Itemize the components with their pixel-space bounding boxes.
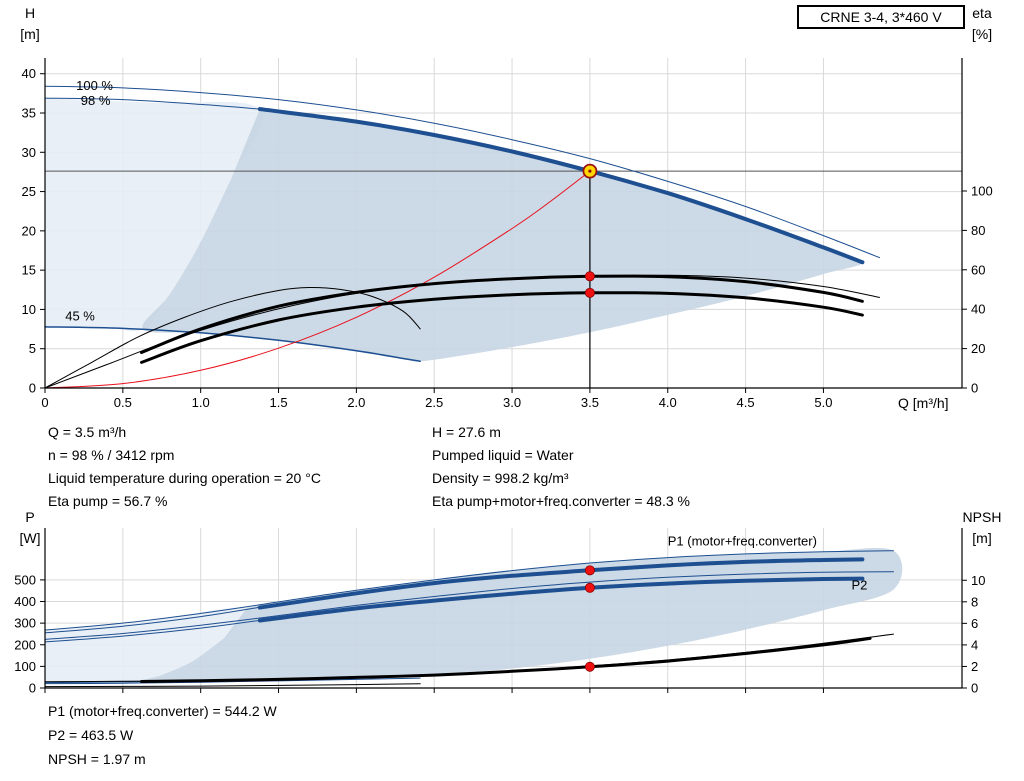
- y-left-tick-label: 300: [14, 616, 36, 631]
- pump-title-box: CRNE 3-4, 3*460 V: [797, 5, 965, 29]
- y-left-tick-label: 40: [22, 66, 36, 81]
- info-speed: n = 98 % / 3412 rpm: [48, 447, 175, 463]
- y-right-tick-label: 0: [971, 681, 978, 696]
- x-tick-label: 2.5: [425, 395, 443, 410]
- x-tick-label: 2.0: [347, 395, 365, 410]
- info-temperature: Liquid temperature during operation = 20…: [48, 470, 321, 486]
- info-p1: P1 (motor+freq.converter) = 544.2 W: [48, 703, 277, 719]
- y-left-tick-label: 20: [22, 223, 36, 238]
- y-right-tick-label: 4: [971, 637, 978, 652]
- p1-point: [584, 565, 595, 576]
- info-q: Q = 3.5 m³/h: [48, 424, 127, 440]
- y-left-tick-label: 0: [29, 681, 36, 696]
- y-right-tick-label: 10: [971, 573, 985, 588]
- y-left-tick-label: 35: [22, 106, 36, 121]
- head-98pct-thin-curve: [44, 97, 261, 110]
- y-right-axis-unit-top: [%]: [971, 26, 993, 42]
- info-density: Density = 998.2 kg/m³: [432, 470, 569, 486]
- info-eta-pump: Eta pump = 56.7 %: [48, 493, 168, 509]
- y-left-tick-label: 500: [14, 572, 36, 587]
- y-left-tick-label: 30: [22, 145, 36, 160]
- y-right-tick-label: 0: [971, 381, 978, 396]
- x-tick-label: 4.5: [737, 395, 755, 410]
- curve-label: 45 %: [65, 308, 95, 323]
- npsh-45pct-curve: [44, 683, 421, 688]
- y-left-tick-label: 25: [22, 184, 36, 199]
- y-right-tick-label: 6: [971, 616, 978, 631]
- head-100pct-curve: [44, 85, 880, 259]
- curve-label: 100 %: [76, 78, 113, 93]
- y-right-tick-label: 80: [971, 223, 985, 238]
- x-tick-label: 5.0: [814, 395, 832, 410]
- info-npsh: NPSH = 1.97 m: [48, 751, 146, 767]
- y-left-axis-unit-bottom: [W]: [19, 530, 41, 546]
- x-tick-label: 0.5: [114, 395, 132, 410]
- duty-point-center: [588, 169, 592, 173]
- x-tick-label: 3.5: [581, 395, 599, 410]
- eta-total-point: [584, 287, 595, 298]
- p2-98pct-thin-curve: [44, 618, 272, 643]
- y-right-tick-label: 60: [971, 262, 985, 277]
- curve-label: 98 %: [81, 93, 111, 108]
- power-region-main: [140, 548, 903, 682]
- x-tick-label: 1.0: [192, 395, 210, 410]
- x-tick-label: 3.0: [503, 395, 521, 410]
- eta-pump-point: [584, 271, 595, 282]
- y-left-tick-label: 15: [22, 263, 36, 278]
- info-p2: P2 = 463.5 W: [48, 727, 134, 743]
- y-right-tick-label: 2: [971, 659, 978, 674]
- p1-100pct-curve: [44, 550, 894, 631]
- head-efficiency-chart: 100 %98 % 45 % 0 0.5 1.0 1.5 2.0 2.5 3.0 3.5 4.0 4.…: [22, 58, 993, 410]
- npsh-100pct-curve: [44, 633, 894, 683]
- y-left-tick-label: 400: [14, 594, 36, 609]
- y-left-axis-unit-top: [m]: [20, 26, 40, 42]
- y-left-tick-label: 200: [14, 637, 36, 652]
- p2-point: [584, 582, 595, 593]
- y-right-axis-name-top: eta: [972, 5, 992, 21]
- y-left-tick-label: 5: [29, 341, 36, 356]
- y-right-axis-unit-bottom: [m]: [972, 530, 992, 546]
- curve-label: P2: [851, 578, 867, 593]
- y-right-axis-name-bottom: NPSH: [962, 509, 1002, 525]
- p1-98pct-thin-curve: [44, 604, 272, 634]
- eta-45pct-curve: [44, 286, 421, 389]
- info-head: H = 27.6 m: [432, 424, 501, 440]
- y-right-tick-label: 100: [971, 183, 993, 198]
- y-left-axis-name-bottom: P: [25, 509, 35, 525]
- y-left-tick-label: 10: [22, 302, 36, 317]
- curve-label: P1 (motor+freq.converter): [668, 533, 817, 548]
- npsh-point: [584, 661, 595, 672]
- x-axis-label: Q [m³/h]: [898, 395, 949, 411]
- y-right-tick-label: 8: [971, 594, 978, 609]
- info-eta-total: Eta pump+motor+freq.converter = 48.3 %: [432, 493, 690, 509]
- x-tick-label: 4.0: [659, 395, 677, 410]
- p2-100pct-curve: [44, 571, 894, 640]
- y-left-tick-label: 100: [14, 659, 36, 674]
- y-left-axis-name-top: H: [24, 5, 36, 21]
- y-right-tick-label: 40: [971, 302, 985, 317]
- x-tick-label: 0: [41, 395, 48, 410]
- eta-pump-100pct-curve: [44, 274, 880, 389]
- x-tick-label: 1.5: [269, 395, 287, 410]
- affinity-line-curve: [44, 170, 591, 389]
- power-npsh-chart: P1 (motor+freq.converter)P20100200300400…: [14, 528, 985, 696]
- allowed-region-light: [45, 98, 263, 332]
- y-left-tick-label: 0: [29, 381, 36, 396]
- y-right-tick-label: 20: [971, 341, 985, 356]
- eta-total-98pct-curve: [140, 291, 864, 364]
- info-liquid: Pumped liquid = Water: [432, 447, 574, 463]
- head-45pct-curve: [44, 326, 421, 363]
